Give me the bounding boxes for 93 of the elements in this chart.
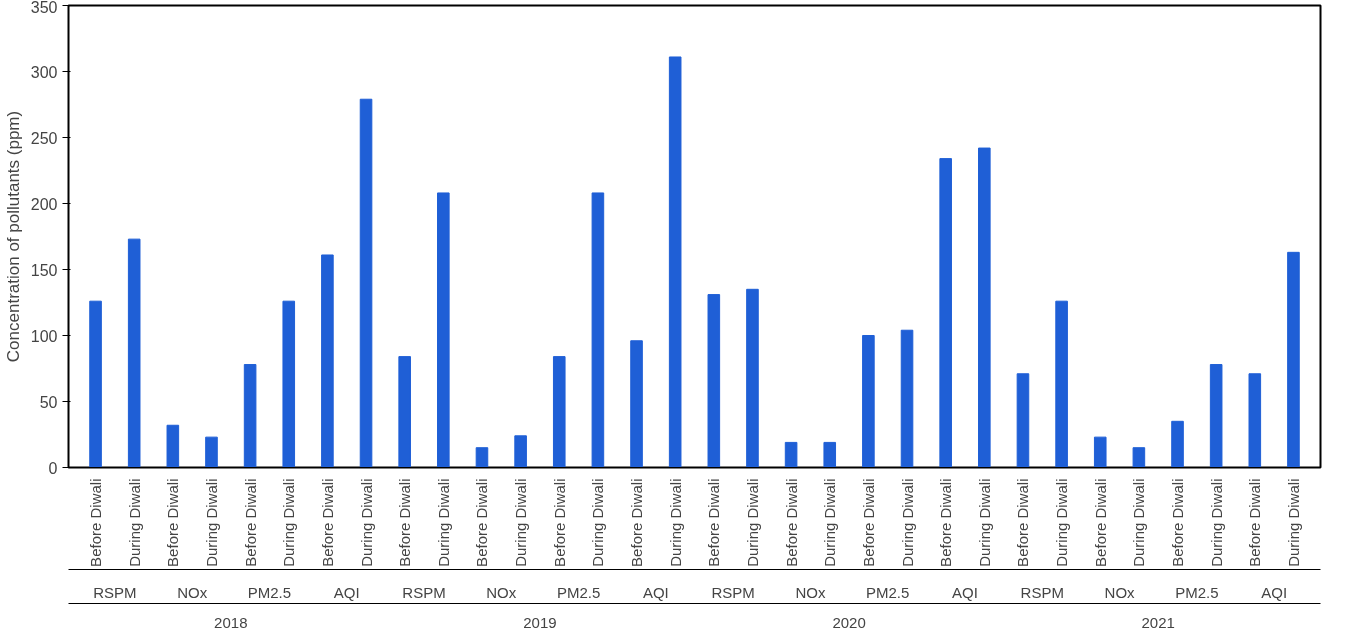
bar	[552, 356, 566, 468]
bar	[514, 435, 527, 468]
bar	[900, 329, 914, 468]
x-tick-label: Before Diwali	[241, 478, 259, 567]
bar	[823, 441, 837, 468]
text: 2020	[832, 613, 866, 631]
y-tick-label: 50	[39, 393, 58, 411]
x-tick-label: Before Diwali	[550, 478, 568, 567]
x-tick-label: During Diwali	[434, 478, 452, 567]
bar	[784, 441, 798, 468]
bar	[707, 294, 721, 468]
bar	[1171, 420, 1184, 468]
text: 2019	[523, 613, 557, 631]
x-tick-label: Before Diwali	[1014, 478, 1032, 567]
x-tick-label: During Diwali	[512, 478, 530, 567]
text: PM2.5	[1175, 583, 1219, 601]
text: PM2.5	[866, 583, 910, 601]
x-tick-label: Before Diwali	[1246, 478, 1264, 567]
text: NOx	[795, 583, 826, 601]
bar	[359, 98, 373, 468]
text: NOx	[177, 583, 208, 601]
text: 2021	[1141, 613, 1175, 631]
text: AQI	[1261, 583, 1288, 601]
bar	[668, 56, 682, 468]
bar	[1132, 447, 1146, 468]
y-tick-label: 100	[30, 327, 58, 345]
bar	[1016, 373, 1030, 468]
y-tick-label: 250	[30, 129, 58, 147]
x-tick-label: Before Diwali	[87, 478, 105, 567]
x-tick-label: During Diwali	[743, 478, 761, 567]
bar	[1248, 373, 1262, 468]
text: AQI	[952, 583, 978, 601]
text: AQI	[333, 583, 360, 601]
x-tick-label: Before Diwali	[318, 478, 336, 567]
x-tick-label: Before Diwali	[782, 478, 800, 567]
bar	[862, 335, 875, 468]
x-tick-label: During Diwali	[589, 478, 607, 567]
text: RSPM	[1020, 583, 1064, 601]
bar	[127, 238, 141, 468]
text: NOx	[1104, 583, 1136, 601]
bar	[1287, 251, 1300, 468]
text: 2018	[214, 613, 248, 631]
x-tick-label: During Diwali	[357, 478, 375, 567]
x-tick-label: Before Diwali	[1169, 478, 1187, 567]
bar	[1093, 436, 1107, 468]
x-tick-label: During Diwali	[202, 478, 220, 567]
text: RSPM	[93, 583, 137, 601]
text: PM2.5	[247, 583, 292, 601]
x-tick-label: Before Diwali	[705, 478, 723, 567]
x-tick-label: Before Diwali	[937, 478, 955, 567]
x-tick-label: During Diwali	[1207, 478, 1225, 567]
bar	[166, 424, 180, 468]
bar	[939, 158, 952, 468]
x-tick-label: During Diwali	[821, 478, 839, 567]
bar	[978, 147, 991, 468]
bar	[398, 356, 411, 468]
x-tick-label: During Diwali	[125, 478, 143, 567]
text: RSPM	[402, 583, 446, 601]
text: RSPM	[711, 583, 755, 601]
x-tick-label: During Diwali	[280, 478, 298, 567]
x-tick-label: During Diwali	[1284, 478, 1302, 567]
x-tick-label: During Diwali	[1053, 478, 1071, 567]
y-tick-label: 0	[48, 459, 58, 477]
bar	[1055, 300, 1068, 468]
bar	[282, 300, 296, 468]
x-tick-label: During Diwali	[898, 478, 916, 567]
bar	[243, 364, 257, 468]
y-tick-label: 300	[30, 63, 58, 81]
x-tick-label: During Diwali	[1130, 478, 1148, 567]
x-tick-label: Before Diwali	[396, 478, 414, 567]
bar	[630, 340, 643, 468]
bar	[89, 300, 102, 468]
x-tick-label: Before Diwali	[628, 478, 646, 567]
bar	[591, 192, 605, 468]
y-tick-label: 150	[30, 261, 58, 279]
bar	[475, 447, 489, 468]
x-tick-label: During Diwali	[666, 478, 684, 567]
bar	[321, 254, 334, 468]
x-tick-label: Before Diwali	[473, 478, 491, 567]
text: PM2.5	[556, 583, 601, 601]
x-tick-label: During Diwali	[975, 478, 993, 567]
bar	[1209, 364, 1223, 468]
y-axis-title: Concentration of pollutants (ppm)	[3, 110, 23, 363]
bar	[205, 436, 218, 468]
y-tick-label: 200	[30, 195, 58, 213]
x-tick-label: Before Diwali	[164, 478, 182, 567]
x-tick-label: Before Diwali	[859, 478, 877, 567]
text: NOx	[486, 583, 517, 601]
bar	[437, 192, 450, 468]
text: AQI	[642, 583, 669, 601]
y-tick-label: 350	[30, 0, 58, 16]
x-tick-label: Before Diwali	[1091, 478, 1109, 567]
bar	[746, 288, 759, 468]
